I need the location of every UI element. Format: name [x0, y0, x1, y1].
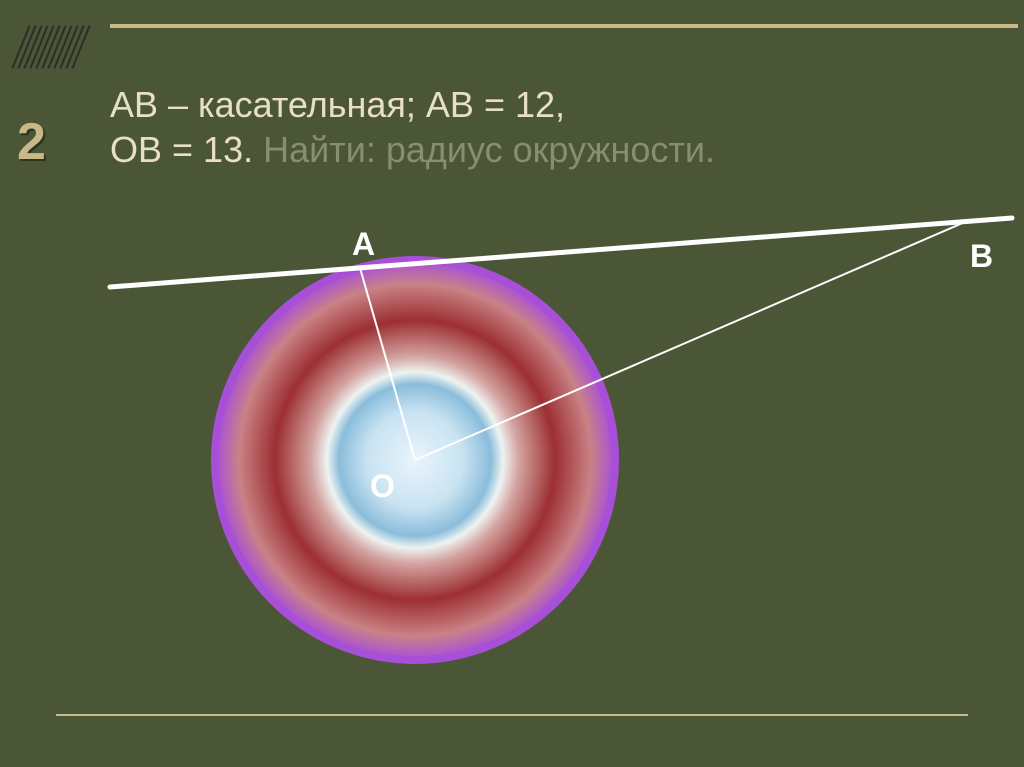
problem-line2-given: ОВ = 13. — [110, 129, 263, 170]
tangent-line — [110, 218, 1012, 287]
circle-fill — [215, 260, 615, 660]
top-accent-rule — [110, 24, 1018, 28]
label-A: A — [352, 226, 375, 263]
hatch-decoration — [20, 30, 100, 66]
problem-statement: АВ – касательная; АВ = 12, ОВ = 13. Найт… — [110, 82, 715, 172]
slide-number: 2 — [17, 112, 46, 172]
problem-line1: АВ – касательная; АВ = 12, — [110, 84, 565, 125]
circle-outline — [215, 260, 615, 660]
label-B: B — [970, 238, 993, 275]
segment-OA — [360, 268, 415, 460]
segment-OB — [415, 222, 965, 460]
problem-line2-find: Найти: радиус окружности. — [263, 129, 715, 170]
bottom-accent-rule — [56, 714, 968, 716]
label-O: O — [370, 468, 395, 505]
